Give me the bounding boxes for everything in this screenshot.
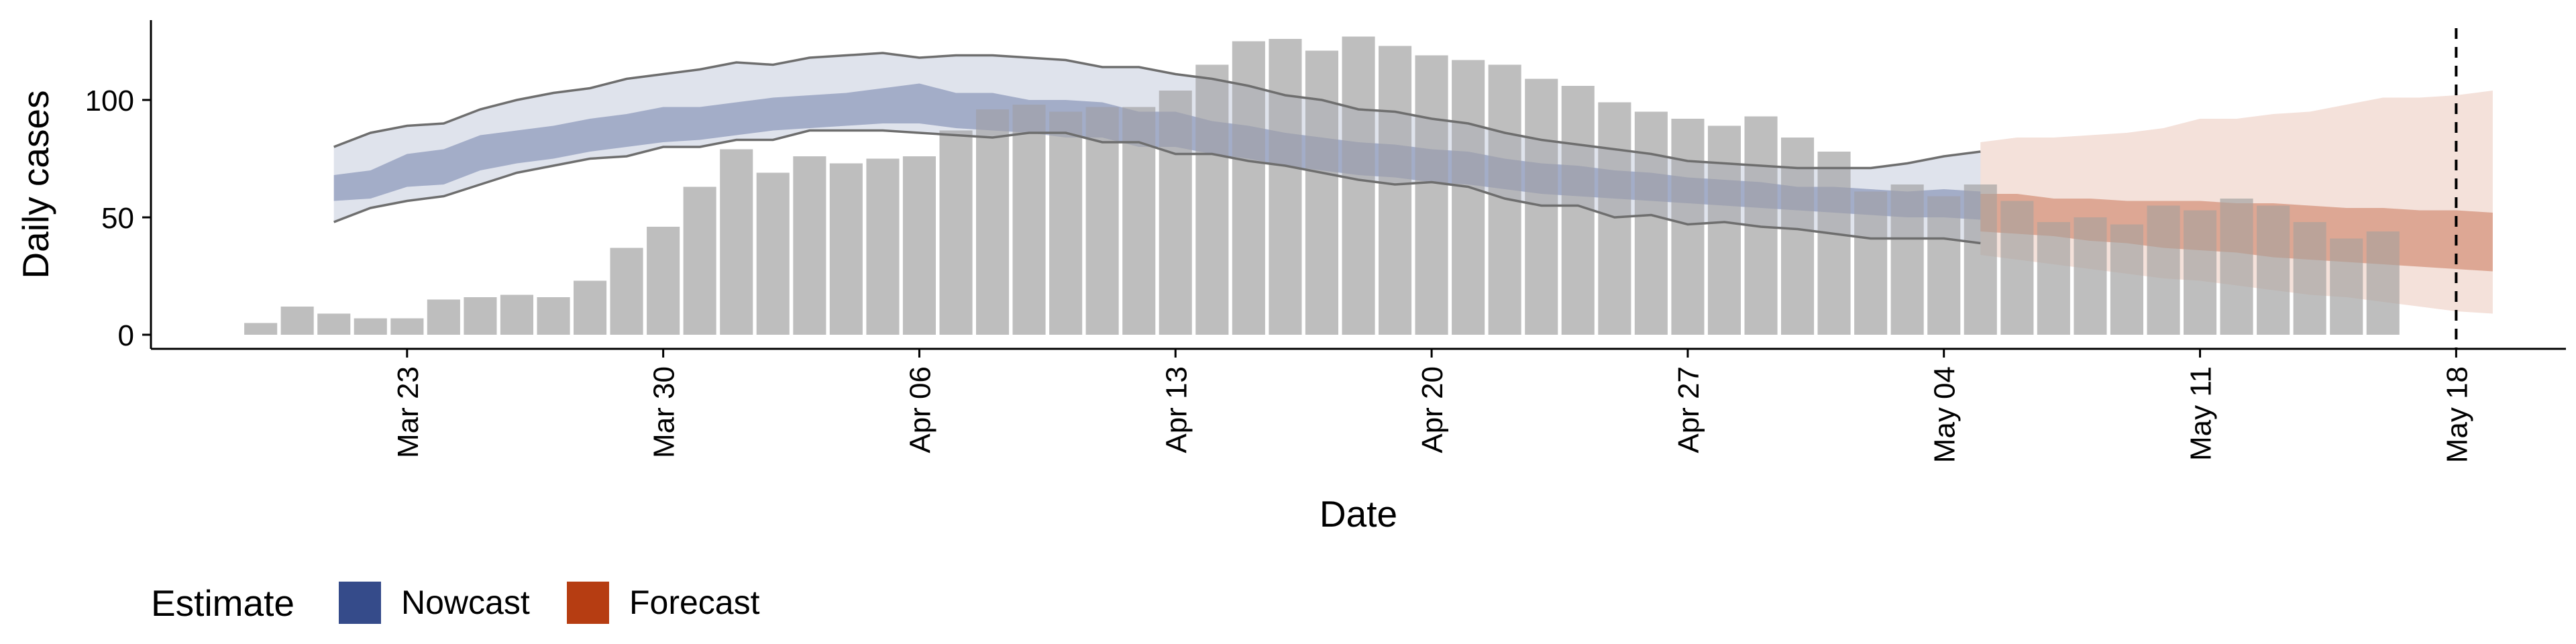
nowcast-lower-bound-line: [333, 129, 1981, 245]
x-tick-label: May 18: [2440, 366, 2473, 463]
x-tick-label: Apr 13: [1160, 366, 1193, 453]
daily-cases-bar: [793, 156, 826, 335]
daily-cases-bar: [1890, 184, 1924, 335]
daily-cases-bar: [1305, 50, 1338, 335]
x-tick-label: May 04: [1929, 366, 1962, 463]
nowcast-legend-label: Nowcast: [401, 584, 530, 621]
x-axis-title: Date: [1320, 493, 1397, 535]
daily-cases-bar: [1781, 138, 1815, 335]
legend-items: Nowcast Forecast: [339, 582, 760, 624]
x-tick-label: Mar 30: [648, 366, 681, 458]
daily-cases-bar: [720, 149, 753, 335]
daily-cases-bar: [2184, 210, 2217, 335]
y-tick-label: 0: [118, 319, 134, 352]
daily-cases-bar: [390, 318, 424, 335]
bar-layer: [244, 36, 2493, 335]
nowcast-legend-swatch: [339, 582, 381, 624]
y-axis-title: Daily cases: [15, 90, 56, 278]
daily-cases-bar: [976, 109, 1010, 335]
daily-cases-bar: [647, 227, 680, 335]
y-tick-layer: 0 50 100: [85, 85, 151, 352]
daily-cases-bar: [464, 297, 497, 335]
axes-layer: [150, 20, 2566, 350]
daily-cases-bar: [829, 163, 863, 335]
daily-cases-bar: [1817, 152, 1851, 335]
x-tick-layer: Mar 23 Mar 30 Apr 06 Apr 13 Apr 20 Apr 27 May …: [392, 349, 2473, 463]
daily-cases-bar: [2330, 238, 2363, 335]
y-tick-label: 100: [85, 85, 134, 117]
nowcast-inner-band-overlay: [333, 83, 1981, 220]
daily-cases-bar: [1012, 105, 1046, 335]
daily-cases-bar: [280, 307, 314, 335]
daily-cases-bar: [2000, 201, 2034, 335]
daily-cases-bar: [1195, 64, 1229, 335]
x-tick-label: Mar 23: [392, 366, 425, 458]
daily-cases-bar: [2220, 199, 2253, 335]
daily-cases-bar: [1269, 39, 1302, 335]
daily-cases-bar: [2037, 222, 2070, 335]
x-tick-label: May 11: [2185, 366, 2218, 461]
daily-cases-bar: [1342, 36, 1375, 335]
daily-cases-bar: [756, 172, 790, 335]
daily-cases-bar: [427, 299, 460, 335]
daily-cases-bar: [2147, 205, 2180, 335]
forecast-legend-swatch: [567, 582, 609, 624]
x-tick-label: Apr 06: [904, 366, 937, 453]
daily-cases-bar: [1415, 55, 1448, 335]
forecast-legend-label: Forecast: [629, 584, 760, 621]
nowcast-upper-bound-line: [333, 52, 1981, 170]
daily-cases-bar: [1232, 41, 1265, 335]
daily-cases-bar: [1707, 125, 1741, 335]
daily-cases-bar: [2366, 231, 2400, 335]
daily-cases-bar: [1049, 111, 1083, 335]
daily-cases-bar: [1634, 111, 1668, 335]
daily-cases-bar: [1854, 191, 1888, 335]
forecast-outer-band-overlay: [1980, 91, 2493, 314]
daily-cases-bar: [1927, 196, 1961, 335]
legend: Estimate Nowcast Forecast: [151, 582, 760, 624]
daily-cases-bar: [1964, 184, 1997, 335]
daily-cases-bar: [354, 318, 387, 335]
x-tick-label: Apr 27: [1672, 366, 1705, 453]
daily-cases-bar: [2074, 217, 2107, 335]
daily-cases-bar: [537, 297, 570, 335]
forecast-inner-band-overlay: [1980, 194, 2493, 272]
y-tick-label: 50: [101, 202, 134, 235]
daily-cases-bar: [317, 313, 351, 335]
daily-cases-bar: [1671, 119, 1705, 335]
daily-cases-bar: [574, 280, 607, 335]
daily-cases-bar: [1085, 107, 1119, 335]
daily-cases-bar: [902, 156, 936, 335]
legend-title: Estimate: [151, 582, 294, 624]
daily-cases-bar: [1159, 91, 1192, 335]
daily-cases-bar: [610, 248, 643, 335]
daily-cases-bar: [244, 323, 278, 335]
daily-cases-bar: [939, 130, 973, 335]
daily-cases-bar: [2293, 222, 2326, 335]
daily-cases-bar: [1452, 60, 1485, 335]
bound-line-layer: [333, 52, 1981, 245]
daily-cases-bar: [1379, 46, 1412, 335]
daily-cases-bar: [866, 158, 900, 335]
x-tick-label: Apr 20: [1416, 366, 1449, 453]
daily-cases-bar: [500, 294, 533, 335]
daily-cases-bar: [2110, 224, 2143, 335]
daily-cases-bar: [2257, 205, 2290, 335]
daily-cases-bar: [683, 186, 716, 335]
